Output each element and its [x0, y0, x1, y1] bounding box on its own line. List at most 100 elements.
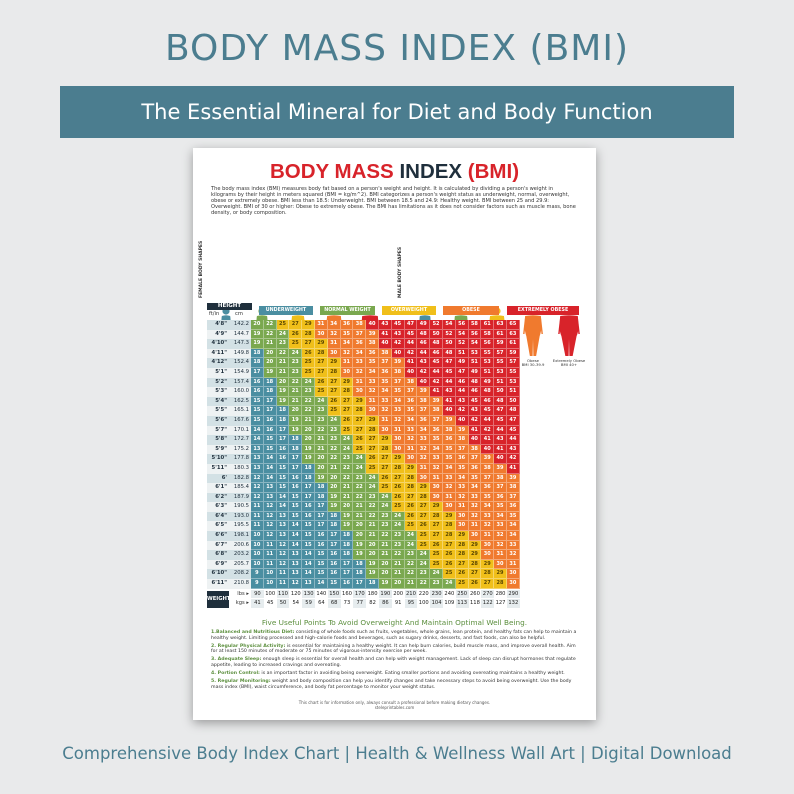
bmi-cell: 53 — [481, 358, 495, 368]
bmi-cell: 17 — [289, 454, 303, 464]
height-ft: 5'5" — [207, 406, 229, 416]
height-ft: 6'11" — [207, 579, 229, 589]
bmi-cell: 26 — [391, 492, 405, 503]
bmi-cell: 40 — [366, 320, 379, 330]
weight-kgs-cell: 109 — [442, 599, 456, 608]
bmi-cell: 44 — [481, 415, 495, 426]
disclaimer: This chart is for information only, alwa… — [193, 700, 596, 710]
height-ft: 5'6" — [207, 415, 229, 426]
bmi-cell: 43 — [442, 387, 456, 397]
bmi-cell: 21 — [366, 531, 379, 541]
bmi-cell: 48 — [442, 348, 456, 359]
bmi-cell: 22 — [327, 444, 341, 455]
bmi-cell: 28 — [468, 559, 482, 570]
bmi-cell: 15 — [314, 569, 328, 580]
bmi-cell: 14 — [251, 435, 264, 445]
weight-lbs-cell: 160 — [340, 589, 354, 599]
bmi-cell: 45 — [468, 396, 482, 407]
bmi-cell: 12 — [276, 540, 290, 551]
bmi-cell: 10 — [251, 559, 264, 570]
bmi-cell: 38 — [468, 444, 482, 455]
bmi-cell: 32 — [506, 550, 520, 560]
weight-lbs-cell: 220 — [417, 589, 431, 599]
bmi-cell: 24 — [378, 502, 392, 512]
bmi-cell: 44 — [455, 387, 469, 397]
weight-kgs-cell: 118 — [468, 599, 482, 608]
bmi-cell: 40 — [378, 339, 392, 349]
bmi-cell: 21 — [404, 579, 418, 589]
height-cm: 175.2 — [229, 444, 251, 455]
bmi-cell: 12 — [251, 492, 264, 503]
weight-kgs-cell: 91 — [391, 599, 405, 608]
weight-lbs-cell: 280 — [494, 589, 507, 599]
bmi-cell: 23 — [430, 579, 443, 589]
bmi-cell: 33 — [366, 377, 379, 388]
bmi-cell: 39 — [391, 358, 405, 368]
bmi-cell: 24 — [430, 569, 443, 580]
height-ft: 5'7" — [207, 425, 229, 436]
bmi-cell: 26 — [442, 559, 456, 570]
bmi-cell: 43 — [391, 329, 405, 340]
bmi-cell: 61 — [494, 329, 507, 340]
bmi-cell: 43 — [506, 444, 520, 455]
bmi-cell: 16 — [276, 454, 290, 464]
bmi-cell: 25 — [455, 579, 469, 589]
tip-item: 2. Regular Physical Activity: is essenti… — [211, 644, 581, 655]
bmi-cell: 13 — [263, 483, 277, 493]
bmi-cell: 35 — [366, 358, 379, 368]
bmi-cell: 21 — [276, 358, 290, 368]
weight-lbs-cell: 120 — [289, 589, 303, 599]
bmi-cell: 34 — [417, 425, 431, 436]
bmi-cell: 35 — [404, 406, 418, 416]
bmi-cell: 27 — [404, 492, 418, 503]
height-ft: 6'10" — [207, 569, 229, 580]
tip-text: weight and body composition can help you… — [211, 679, 572, 690]
bmi-cell: 38 — [404, 377, 418, 388]
bmi-cell: 37 — [378, 358, 392, 368]
bmi-cell: 36 — [404, 396, 418, 407]
height-cm: 180.3 — [229, 463, 251, 474]
bmi-cell: 34 — [404, 415, 418, 426]
bmi-cell: 46 — [455, 377, 469, 388]
height-ft: 6'1" — [207, 483, 229, 493]
bmi-cell: 43 — [417, 358, 431, 368]
bmi-cell: 31 — [378, 415, 392, 426]
weight-kgs-cell: 122 — [481, 599, 495, 608]
table-row: 6'7" 200.6 10 11 12 14 15 16 17 18 19 20 21 23 24 25 26 2… — [207, 540, 581, 551]
height-ft: 5'9" — [207, 444, 229, 455]
bmi-cell: 29 — [391, 454, 405, 464]
weight-kgs-cell: 41 — [251, 599, 264, 608]
bmi-cell: 36 — [378, 367, 392, 378]
bmi-cell: 13 — [276, 521, 290, 532]
bmi-cell: 19 — [378, 579, 392, 589]
bmi-cell: 38 — [442, 425, 456, 436]
bmi-cell: 41 — [378, 329, 392, 340]
bmi-cell: 26 — [430, 540, 443, 551]
bmi-cell: 24 — [391, 521, 405, 532]
bmi-cell: 55 — [506, 367, 520, 378]
bmi-cell: 26 — [442, 550, 456, 560]
bmi-cell: 40 — [417, 377, 431, 388]
bmi-cell: 22 — [289, 377, 303, 388]
bmi-cell: 45 — [506, 425, 520, 436]
bmi-cell: 21 — [353, 502, 367, 512]
bmi-cell: 37 — [353, 329, 367, 340]
height-cm: 200.6 — [229, 540, 251, 551]
bmi-cell: 38 — [481, 463, 495, 474]
bmi-cell: 48 — [430, 339, 443, 349]
bmi-cell: 24 — [378, 492, 392, 503]
bmi-cell: 31 — [468, 521, 482, 532]
bmi-cell: 14 — [276, 502, 290, 512]
table-row: 6'1" 185.4 12 13 15 16 17 18 20 21 22 24 25 26 28 29 30 3… — [207, 483, 581, 493]
height-cm: 147.3 — [229, 339, 251, 349]
bmi-cell: 46 — [430, 348, 443, 359]
table-row: 4'10" 147.3 19 21 23 25 27 29 31 34 36 38 40 42 44 46 48… — [207, 339, 581, 349]
bmi-cell: 25 — [404, 521, 418, 532]
bmi-cell: 38 — [506, 483, 520, 493]
bmi-cell: 25 — [276, 320, 290, 330]
bmi-cell: 27 — [353, 415, 367, 426]
bmi-cell: 35 — [442, 454, 456, 464]
bmi-cell: 19 — [289, 415, 303, 426]
bmi-cell: 22 — [302, 396, 315, 407]
bmi-cell: 17 — [327, 540, 341, 551]
